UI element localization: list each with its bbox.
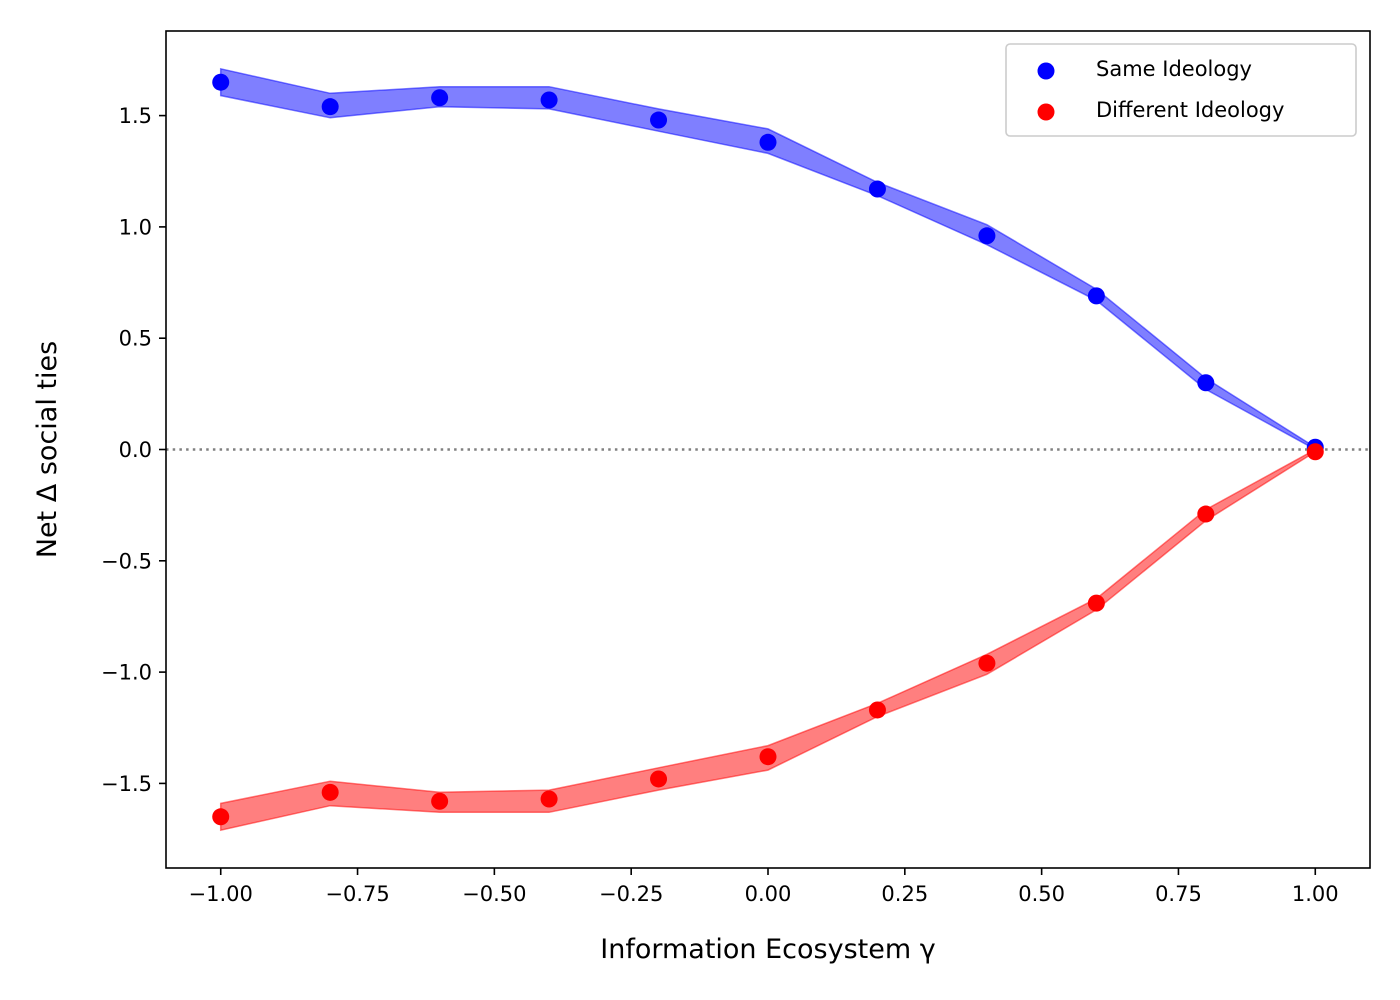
same-ideology-point [431,89,449,107]
y-tick-label: 0.5 [119,327,152,351]
y-tick-label: −0.5 [101,549,152,573]
legend: Same Ideology Different Ideology [1005,43,1357,137]
same-ideology-point [540,91,558,109]
different-ideology-point [540,790,558,808]
y-axis-ticks: −1.5 −1.0 −0.5 0.0 0.5 1.0 1.5 [101,104,166,796]
y-axis-label: Net Δ social ties [32,341,63,558]
x-tick-label: 0.50 [1018,882,1065,906]
different-ideology-point [868,701,886,719]
y-tick-label: 1.5 [119,104,152,128]
same-ideology-point [1197,374,1215,392]
different-ideology-point [759,748,777,766]
different-ideology-point [1197,505,1215,523]
same-ideology-point [321,98,339,116]
legend-label: Same Ideology [1096,57,1252,81]
same-ideology-point [868,180,886,198]
legend-label: Different Ideology [1096,98,1284,122]
x-tick-label: −0.75 [325,882,389,906]
same-ideology-point [212,73,230,91]
different-ideology-point [431,792,449,810]
x-axis-label: Information Ecosystem γ [600,934,935,965]
x-tick-label: −0.50 [462,882,526,906]
x-tick-label: −0.25 [599,882,663,906]
legend-marker [1037,62,1055,80]
different-ideology-point [1087,594,1105,612]
different-ideology-point [978,654,996,672]
different-ideology-point [650,770,668,788]
y-tick-label: −1.0 [101,661,152,685]
legend-box [1005,43,1357,137]
x-tick-label: 1.00 [1292,882,1339,906]
x-tick-label: −1.00 [189,882,253,906]
y-tick-label: 0.0 [119,438,152,462]
x-tick-label: 0.00 [745,882,792,906]
x-tick-label: 0.75 [1155,882,1202,906]
same-ideology-point [978,227,996,245]
different-ideology-point [212,808,230,826]
x-axis-ticks: −1.00 −0.75 −0.50 −0.25 0.00 0.25 0.50 0.75 1.00 [189,868,1339,906]
data-points [212,73,1324,826]
different-ideology-point [321,783,339,801]
x-tick-label: 0.25 [881,882,928,906]
same-ideology-point [759,133,777,151]
legend-marker [1037,103,1055,121]
y-tick-label: 1.0 [119,215,152,239]
y-tick-label: −1.5 [101,772,152,796]
axes-frame [165,30,1371,869]
same-ideology-point [650,111,668,129]
different-ideology-point [1306,443,1324,461]
same-ideology-point [1087,287,1105,305]
